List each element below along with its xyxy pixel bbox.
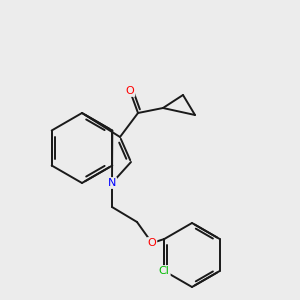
Text: N: N [108,178,116,188]
Text: O: O [126,86,134,96]
Text: Cl: Cl [159,266,170,276]
Text: O: O [148,238,156,248]
